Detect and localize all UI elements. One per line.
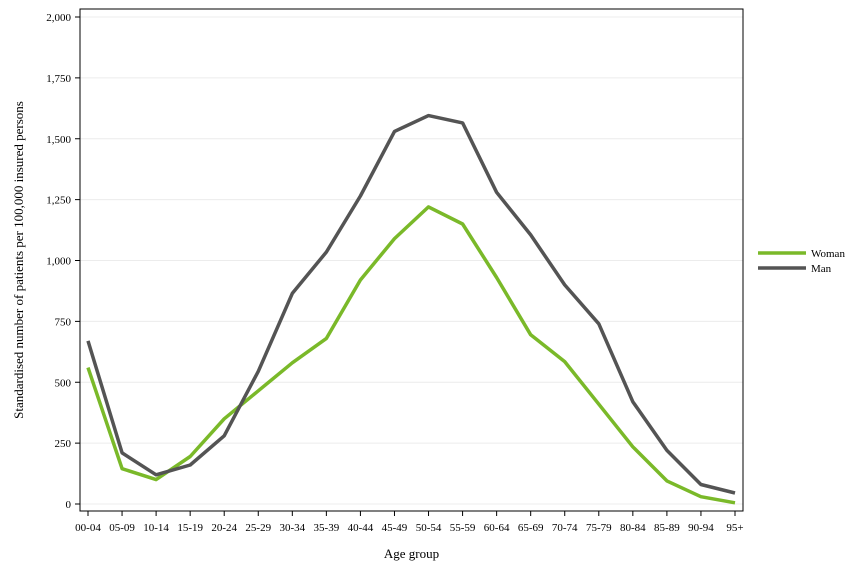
y-tick-label: 1,500	[46, 134, 71, 146]
x-tick-label: 80-84	[620, 522, 646, 534]
x-tick-label: 85-89	[654, 522, 680, 534]
x-tick-label: 15-19	[177, 522, 203, 534]
legend-label-man: Man	[811, 263, 832, 275]
y-tick-label: 0	[66, 499, 72, 511]
series-line-man	[86, 113, 736, 495]
y-tick-label: 1,250	[46, 195, 71, 207]
x-tick-label: 35-39	[314, 522, 340, 534]
x-tick-label: 10-14	[143, 522, 169, 534]
y-tick-label: 250	[55, 438, 72, 450]
x-tick-label: 05-09	[109, 522, 135, 534]
x-tick-label: 30-34	[279, 522, 305, 534]
y-axis: 0 250 500 750 1,000 1,250 1,500 1,750 2,000	[46, 12, 80, 511]
y-tick-label: 1,750	[46, 73, 71, 85]
legend-label-woman: Woman	[811, 248, 845, 260]
x-tick-label: 25-29	[245, 522, 271, 534]
series-lines	[86, 113, 736, 505]
x-tick-label: 60-64	[484, 522, 510, 534]
series-line-woman	[86, 205, 736, 505]
legend: Woman Man	[758, 248, 845, 275]
x-tick-label: 40-44	[348, 522, 374, 534]
x-tick-label: 70-74	[552, 522, 578, 534]
x-tick-label: 45-49	[382, 522, 408, 534]
y-axis-title: Standardised number of patients per 100,…	[11, 101, 26, 419]
x-tick-label: 75-79	[586, 522, 612, 534]
y-tick-label: 1,000	[46, 256, 71, 268]
y-tick-label: 2,000	[46, 12, 71, 24]
x-tick-label: 00-04	[75, 522, 101, 534]
x-tick-label: 50-54	[416, 522, 442, 534]
x-tick-label: 95+	[726, 522, 743, 534]
x-tick-label: 90-94	[688, 522, 714, 534]
x-tick-label: 55-59	[450, 522, 476, 534]
x-tick-label: 20-24	[211, 522, 237, 534]
y-tick-label: 500	[55, 377, 72, 389]
x-axis: 00-04 05-09 10-14 15-19 20-24 25-29 30-34 35-39…	[75, 511, 744, 534]
gridlines	[80, 16, 743, 505]
x-tick-label: 65-69	[518, 522, 544, 534]
y-tick-label: 750	[55, 316, 72, 328]
x-axis-title: Age group	[384, 546, 439, 561]
